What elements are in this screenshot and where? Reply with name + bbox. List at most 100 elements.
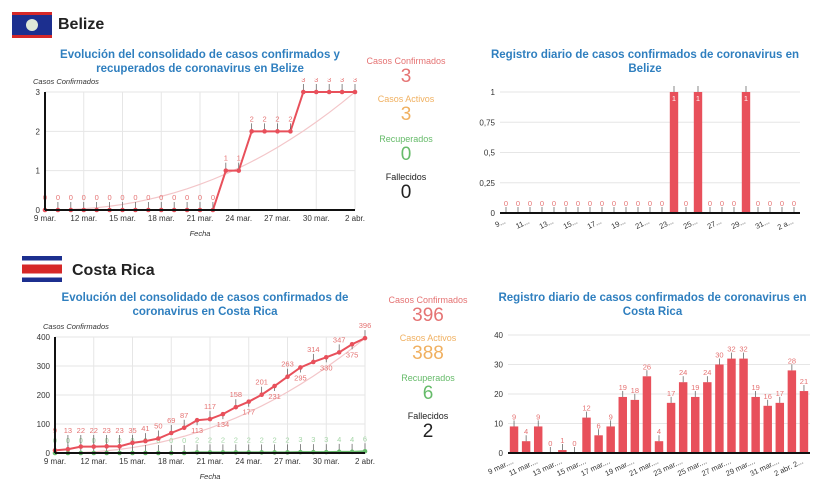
y-tick-label: 400: [37, 333, 51, 342]
data-point: [104, 444, 109, 449]
data-label: 0: [552, 199, 556, 208]
y-tick-label: 1: [491, 88, 496, 97]
bar: [799, 391, 809, 453]
data-label: 23: [115, 426, 123, 435]
data-label: 0: [768, 199, 772, 208]
data-label: 19: [751, 383, 759, 392]
y-tick-label: 200: [37, 391, 51, 400]
bar: [741, 92, 751, 213]
y-tick-label: 100: [37, 420, 51, 429]
data-label: 16: [764, 392, 772, 401]
x-tick-label: 9 mar.: [44, 457, 66, 466]
data-label: 0: [146, 193, 150, 202]
x-tick-label: 18 mar.: [148, 214, 175, 223]
x-tick-label: 31...: [754, 217, 771, 231]
data-point: [168, 430, 174, 436]
data-label: 1: [560, 436, 564, 445]
data-label: 19: [691, 383, 699, 392]
data-point: [233, 404, 239, 410]
data-label: 0: [169, 436, 173, 445]
bar: [739, 358, 748, 453]
data-label: 0: [133, 193, 137, 202]
y-tick-label: 2: [36, 127, 41, 136]
deaths-value: 2: [422, 421, 434, 442]
data-label: 0: [648, 199, 652, 208]
data-label: 2: [262, 114, 266, 123]
y-tick-label: 0,75: [479, 118, 495, 127]
data-label: 330: [320, 363, 333, 372]
x-tick-label: 21...: [634, 217, 651, 231]
bar: [763, 405, 772, 453]
data-label: 0: [540, 199, 544, 208]
country-name: Costa Rica: [72, 262, 155, 279]
recovered-value: 0: [400, 144, 412, 165]
x-tick-label: 18 mar.: [158, 457, 185, 466]
y-tick-label: 1: [36, 167, 41, 176]
data-label: 17: [667, 389, 675, 398]
confirmed-label: Casos Confirmados: [366, 56, 446, 66]
data-point: [65, 446, 71, 452]
deaths-label: Fallecidos: [407, 411, 449, 421]
bar: [691, 396, 700, 453]
chart-title: Registro diario de casos confirmados de …: [490, 49, 800, 75]
x-tick-label: 24 mar.: [225, 214, 252, 223]
data-label: 0: [588, 199, 592, 208]
y-tick-label: 10: [494, 420, 503, 429]
data-label: 1: [696, 94, 700, 103]
x-axis-label: Fecha: [200, 472, 221, 481]
y-tick-label: 0: [491, 209, 496, 218]
data-point: [130, 440, 135, 446]
bar: [727, 358, 736, 453]
data-label: 2: [250, 114, 254, 123]
data-label: 24: [679, 368, 687, 377]
data-label: 32: [739, 345, 747, 354]
bar: [618, 396, 627, 453]
data-label: 12: [582, 404, 590, 413]
data-label: 0: [198, 193, 202, 202]
bar: [558, 450, 567, 453]
data-label: 0: [504, 199, 508, 208]
data-point: [249, 129, 254, 134]
data-label: 30: [715, 351, 723, 360]
bar: [630, 399, 640, 453]
data-label: 0: [182, 436, 186, 445]
costa-rica-stats: Casos Confirmados 396 Casos Activos 388 …: [373, 295, 483, 443]
x-tick-label: 2 a...: [776, 217, 795, 232]
data-label: 19: [619, 383, 627, 392]
x-tick-label: 25...: [682, 217, 699, 231]
data-label: 2: [208, 435, 212, 444]
y-tick-label: 0: [36, 206, 41, 215]
data-label: 32: [727, 345, 735, 354]
data-point: [362, 335, 368, 341]
data-label: 0: [528, 199, 532, 208]
y-tick-label: 3: [36, 88, 41, 97]
data-label: 347: [333, 335, 346, 344]
bar: [666, 402, 676, 453]
bar: [509, 426, 519, 453]
y-tick-label: 0: [499, 449, 504, 458]
data-label: 0: [576, 199, 580, 208]
y-tick-label: 300: [37, 362, 51, 371]
data-label: 0: [660, 199, 664, 208]
bar: [703, 382, 712, 453]
bar: [669, 92, 679, 213]
data-point: [181, 425, 187, 431]
data-point: [301, 89, 306, 95]
data-label: 28: [788, 356, 796, 365]
data-label: 4: [524, 427, 528, 436]
data-label: 263: [281, 360, 294, 369]
bar: [715, 364, 724, 453]
data-label: 50: [154, 422, 162, 431]
data-label: 2: [221, 435, 225, 444]
data-point: [272, 383, 277, 389]
data-point: [220, 411, 226, 417]
chart-title: Evolución del consolidado de casos confi…: [61, 292, 349, 318]
data-label: 113: [191, 426, 203, 435]
x-tick-label: 13...: [538, 217, 555, 231]
data-point: [259, 392, 264, 398]
data-label: 4: [337, 435, 341, 444]
x-axis-label: Fecha: [190, 229, 211, 238]
active-label: Casos Activos: [399, 333, 457, 343]
bar: [678, 382, 688, 453]
belize-flag: [12, 12, 52, 38]
